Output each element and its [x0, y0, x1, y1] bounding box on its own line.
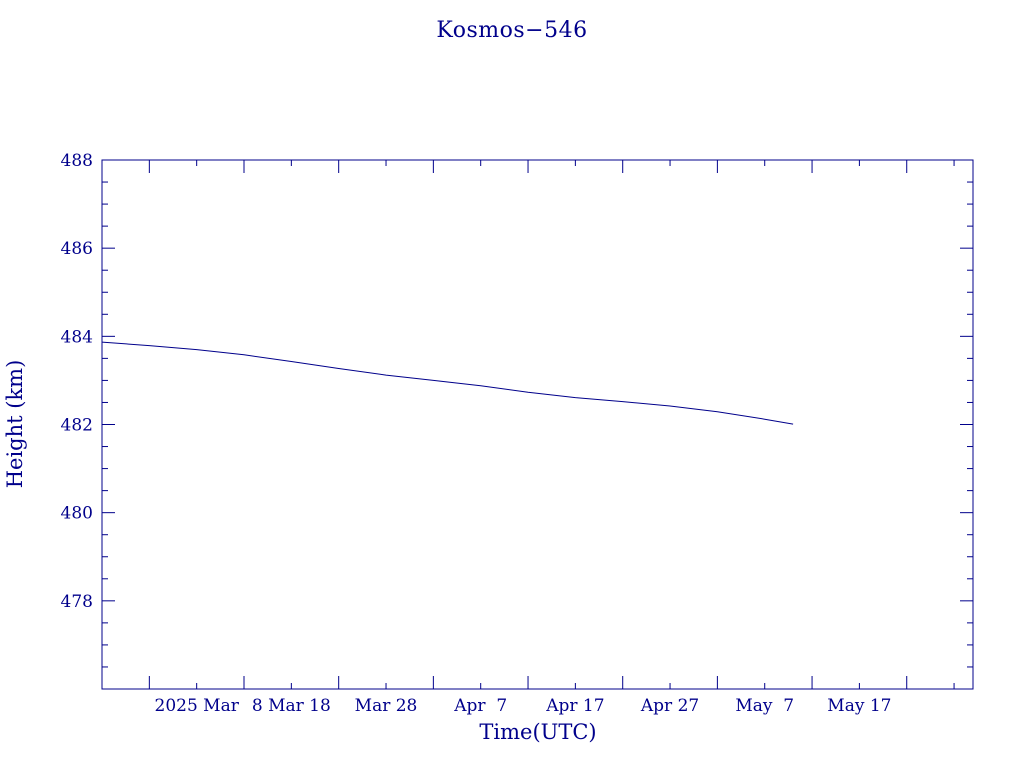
y-tick-label: 486 [61, 239, 93, 259]
y-tick-label: 484 [61, 327, 93, 347]
x-axis-label: Time(UTC) [479, 720, 596, 744]
y-axis-label: Height (km) [3, 360, 27, 489]
y-tick-label: 488 [61, 151, 93, 171]
x-tick-labels: 2025 Mar 8 Mar 18 Mar 28 Apr 7 Apr 17 Apr 27 M… [155, 696, 892, 716]
y-tick-label: 478 [61, 592, 93, 612]
y-tick-labels: 478 480 482 484 486 488 [61, 151, 93, 612]
x-tick-label: May 17 [827, 696, 891, 716]
x-tick-label: May 7 [735, 696, 794, 716]
y-tick-label: 482 [61, 416, 93, 436]
x-tick-label: Apr 17 [545, 696, 604, 716]
height-series-line [101, 341, 794, 425]
plot-frame [101, 159, 974, 690]
chart-title: Kosmos−546 [436, 18, 587, 43]
x-tick-label: 8 Mar 18 [252, 696, 331, 716]
axis-ticks [101, 159, 973, 690]
x-tick-label: Mar 28 [355, 696, 418, 716]
x-tick-label: Apr 7 [453, 696, 507, 716]
y-tick-label: 480 [61, 504, 93, 524]
x-tick-label: Apr 27 [640, 696, 699, 716]
x-tick-label: 2025 Mar [155, 696, 240, 716]
